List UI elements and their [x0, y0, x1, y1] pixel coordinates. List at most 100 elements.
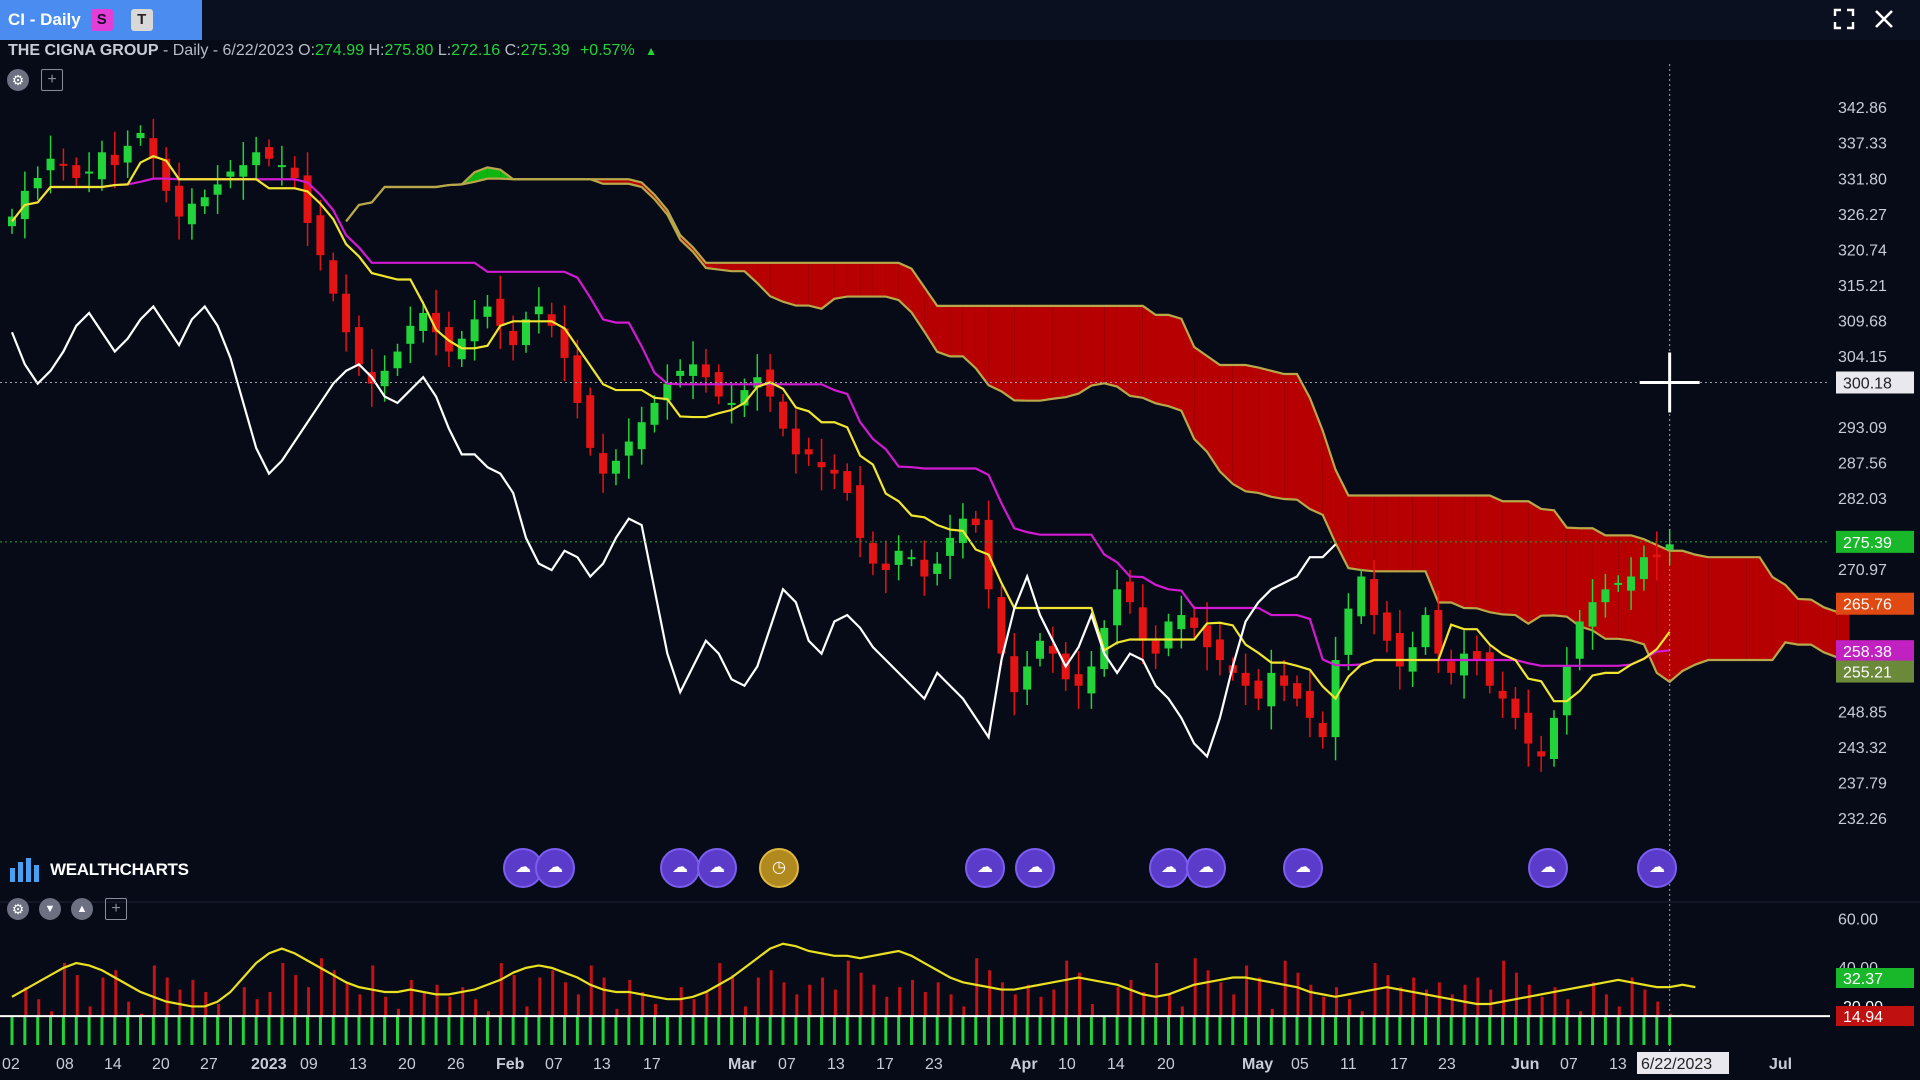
company-name: THE CIGNA GROUP: [8, 42, 159, 59]
ichimoku-cloud-segment: [898, 262, 912, 313]
ichimoku-cloud-segment: [1618, 535, 1632, 641]
candle-body: [252, 152, 261, 166]
candle-body: [946, 537, 955, 556]
earnings-event-icon[interactable]: ☁: [965, 848, 1005, 888]
ichimoku-cloud-segment: [1759, 557, 1773, 661]
candle-body: [1601, 589, 1610, 603]
ichimoku-cloud-segment: [1117, 305, 1130, 396]
candle-body: [573, 355, 582, 403]
chart-tab[interactable]: CI - Daily S T: [0, 0, 202, 40]
candle-body: [110, 154, 119, 166]
candle-body: [868, 543, 877, 564]
candle-body: [907, 557, 916, 560]
earnings-event-icon[interactable]: ☁: [1528, 848, 1568, 888]
ichimoku-cloud-segment: [1284, 374, 1297, 500]
collapse-down-icon[interactable]: ▼: [39, 898, 61, 920]
candle-body: [85, 171, 94, 174]
ichimoku-cloud-segment: [1438, 495, 1452, 603]
kijun-sen-line: [11, 177, 1670, 667]
candle-body: [149, 138, 158, 159]
change-arrow-icon: ▲: [645, 44, 658, 58]
adx-line: [11, 942, 1696, 1008]
senkou-span-a-line: [345, 166, 1850, 684]
low-label: L:: [437, 42, 452, 59]
candle-body: [1639, 557, 1648, 580]
candle-body: [1665, 544, 1674, 550]
ichimoku-cloud-segment: [757, 262, 771, 297]
ichimoku-cloud-segment: [1515, 501, 1529, 624]
change-value: +0.57%: [579, 42, 635, 59]
x-tick-label: 13: [349, 1056, 367, 1073]
collapse-up-icon[interactable]: ▲: [71, 898, 93, 920]
cloud-price-box: [1836, 660, 1914, 683]
candle-body: [1550, 717, 1558, 760]
candle-body: [316, 215, 325, 256]
candle-body: [997, 597, 1006, 654]
ichimoku-cloud-segment: [795, 262, 809, 306]
candle-body: [187, 203, 196, 225]
candle-body: [33, 177, 42, 189]
t-badge[interactable]: T: [130, 9, 153, 31]
x-tick-label: 07: [545, 1056, 563, 1073]
candle-body: [881, 563, 890, 571]
candle-body: [1447, 661, 1456, 673]
candle-body: [1113, 589, 1122, 626]
candle-body: [1485, 652, 1494, 686]
earnings-event-icon[interactable]: ☁: [1186, 848, 1226, 888]
x-tick-label: Jun: [1511, 1056, 1539, 1073]
candle-body: [1575, 621, 1584, 659]
price-tick-label: 248.85: [1838, 704, 1887, 721]
ichimoku-cloud-segment: [1464, 495, 1477, 609]
interval-date: - Daily - 6/22/2023: [158, 42, 299, 59]
candle-body: [1048, 645, 1057, 654]
ichimoku-cloud-segment: [1811, 599, 1824, 653]
ichimoku-cloud-segment: [1476, 495, 1490, 613]
candle-body: [624, 441, 633, 456]
earnings-event-icon[interactable]: ☁: [1283, 848, 1323, 888]
settings-icon[interactable]: ⚙: [7, 69, 29, 91]
candle-body: [1511, 698, 1520, 718]
ichimoku-cloud-segment: [1142, 305, 1156, 404]
close-icon[interactable]: [1872, 8, 1896, 32]
price-tick-label: 282.03: [1838, 491, 1887, 508]
lower-settings-icon[interactable]: ⚙: [7, 898, 29, 920]
x-tick-label: 02: [2, 1056, 20, 1073]
earnings-event-icon[interactable]: ☁: [1015, 848, 1055, 888]
earnings-event-icon[interactable]: ☁: [1637, 848, 1677, 888]
ichimoku-cloud-segment: [1091, 305, 1105, 386]
candle-body: [1190, 617, 1199, 628]
ichimoku-cloud-segment: [1386, 495, 1400, 572]
candle-body: [971, 518, 980, 526]
earnings-event-icon[interactable]: ☁: [535, 848, 575, 888]
candle-body: [1203, 625, 1212, 648]
earnings-event-icon[interactable]: ☁: [660, 848, 700, 888]
ichimoku-cloud-segment: [821, 262, 835, 309]
ichimoku-cloud-segment: [603, 179, 616, 184]
candle-body: [97, 152, 106, 180]
clock-event-icon[interactable]: ◷: [759, 848, 799, 888]
x-tick-label: Apr: [1010, 1056, 1038, 1073]
s-badge[interactable]: S: [90, 9, 113, 31]
ichimoku-cloud-segment: [988, 305, 1002, 392]
x-tick-label: 14: [1107, 1056, 1125, 1073]
candle-body: [59, 163, 68, 166]
ichimoku-cloud-segment: [1528, 501, 1542, 624]
price-tick-label: 309.68: [1838, 313, 1887, 330]
expand-icon[interactable]: [1832, 8, 1856, 32]
earnings-event-icon[interactable]: ☁: [697, 848, 737, 888]
ichimoku-cloud-segment: [487, 167, 501, 179]
add-indicator-icon[interactable]: +: [41, 69, 63, 91]
kijun-price-box: [1836, 640, 1914, 663]
candle-body: [1627, 576, 1636, 591]
ichimoku-cloud-segment: [1155, 314, 1169, 407]
candle-body: [1537, 751, 1546, 757]
candle-body: [406, 325, 415, 344]
lower-add-indicator-icon[interactable]: +: [105, 898, 127, 920]
earnings-event-icon[interactable]: ☁: [1149, 848, 1189, 888]
candle-body: [650, 402, 659, 425]
last-close-price-label: 275.39: [1843, 535, 1892, 552]
senkou-span-b-line: [345, 177, 1850, 615]
x-tick-label: 17: [876, 1056, 894, 1073]
x-tick-label: 05: [1291, 1056, 1309, 1073]
